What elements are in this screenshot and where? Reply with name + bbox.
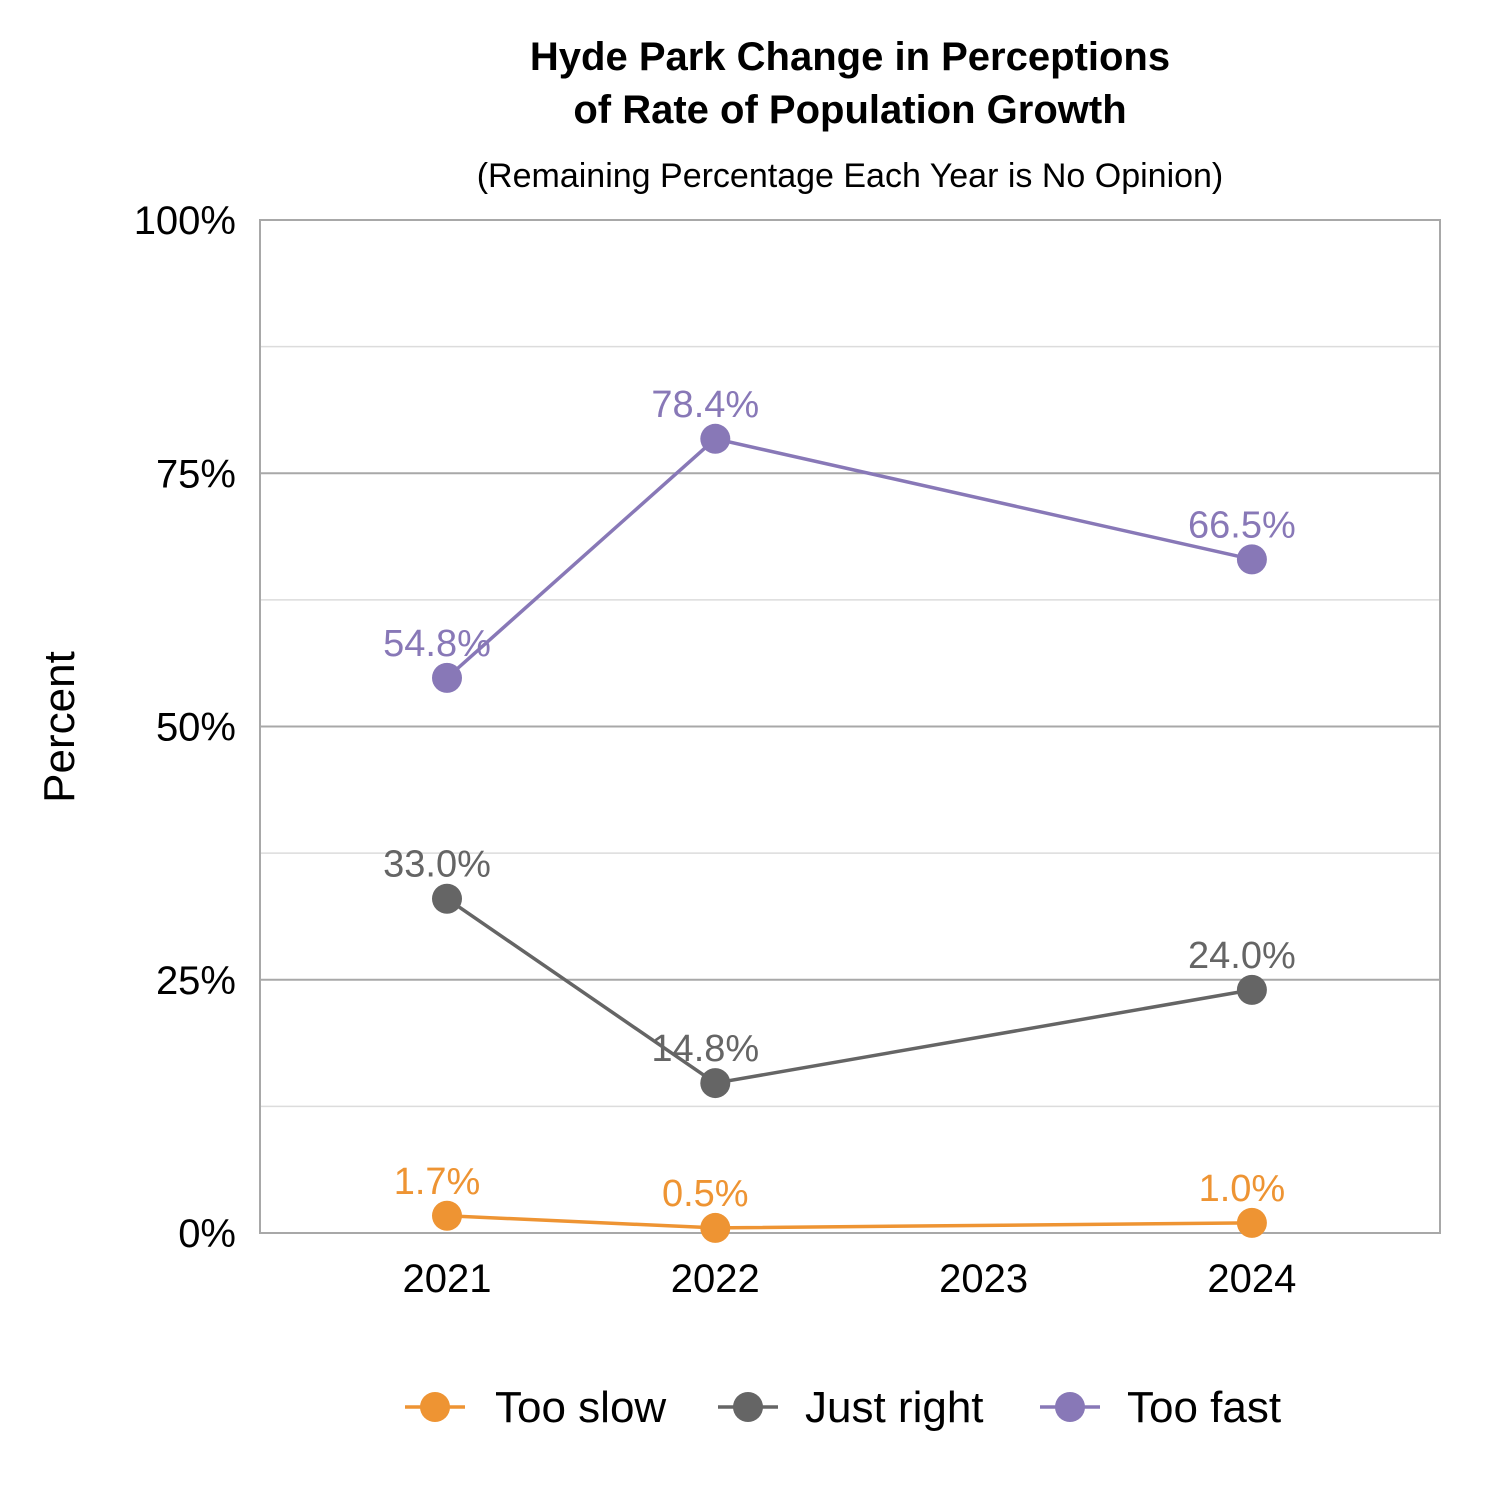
data-point — [432, 883, 462, 914]
series-line — [445, 436, 1253, 680]
data-label: 1.0% — [1199, 1168, 1286, 1210]
data-point — [1236, 1207, 1267, 1238]
legend-label: Too slow — [495, 1383, 666, 1432]
x-tick-label: 2023 — [939, 1257, 1028, 1301]
y-tick-label: 75% — [156, 452, 236, 496]
data-label: 66.5% — [1188, 504, 1296, 546]
series-line — [446, 1214, 1252, 1230]
series-too-fast: 54.8% 78.4% 66.5% — [383, 384, 1296, 693]
x-tick-label: 2022 — [671, 1257, 760, 1301]
x-tick-label: 2024 — [1207, 1257, 1296, 1301]
legend-item: Just right — [718, 1383, 984, 1432]
data-point — [432, 662, 462, 693]
data-label: 24.0% — [1188, 935, 1296, 977]
legend-marker — [420, 1392, 450, 1422]
data-point — [1236, 974, 1267, 1005]
data-label: 0.5% — [662, 1173, 749, 1215]
data-point — [432, 1200, 462, 1231]
y-tick-label: 25% — [156, 959, 236, 1003]
chart-title-line-2: of Rate of Population Growth — [573, 88, 1126, 132]
data-point — [700, 1068, 731, 1099]
chart-subtitle: (Remaining Percentage Each Year is No Op… — [477, 157, 1224, 195]
chart-title-line-1: Hyde Park Change in Perceptions — [530, 35, 1170, 79]
series-too-slow: 1.7% 0.5% 1.0% — [394, 1161, 1286, 1243]
series-just-right: 33.0% 14.8% 24.0% — [383, 844, 1296, 1099]
data-point — [1236, 544, 1267, 575]
legend-item: Too slow — [405, 1383, 666, 1432]
y-tick-label: 100% — [134, 199, 236, 243]
legend-item: Too fast — [1040, 1383, 1281, 1432]
data-label: 1.7% — [394, 1161, 481, 1203]
data-label: 78.4% — [651, 384, 759, 426]
x-tick-label: 2021 — [403, 1257, 492, 1301]
legend-label: Too fast — [1127, 1383, 1281, 1432]
legend-marker — [733, 1392, 763, 1422]
data-label: 14.8% — [651, 1028, 759, 1070]
series-line — [446, 897, 1253, 1085]
y-axis-label: Percent — [35, 651, 84, 803]
data-label: 54.8% — [383, 623, 491, 665]
plot-border — [259, 219, 1441, 1234]
data-point — [700, 423, 731, 454]
data-label: 33.0% — [383, 844, 491, 886]
y-tick-label: 0% — [178, 1212, 236, 1256]
legend-label: Just right — [805, 1383, 984, 1432]
y-tick-label: 50% — [156, 706, 236, 750]
data-point — [700, 1212, 731, 1243]
legend-marker — [1055, 1392, 1085, 1422]
